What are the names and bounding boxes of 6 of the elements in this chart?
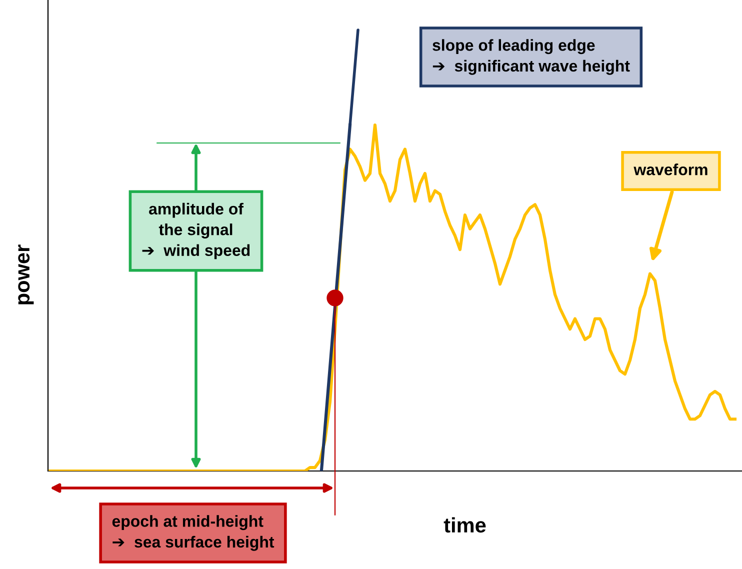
annotation: amplitude of the signal ➔ wind speed xyxy=(142,202,250,260)
y-axis-title: power xyxy=(18,244,34,304)
x-axis-title: time xyxy=(444,517,486,533)
text: slope of leading edge ➔ significant wave height xyxy=(432,39,630,75)
annotation: waveform xyxy=(634,164,708,176)
text: epoch at mid-height ➔ sea surface height xyxy=(112,515,274,551)
